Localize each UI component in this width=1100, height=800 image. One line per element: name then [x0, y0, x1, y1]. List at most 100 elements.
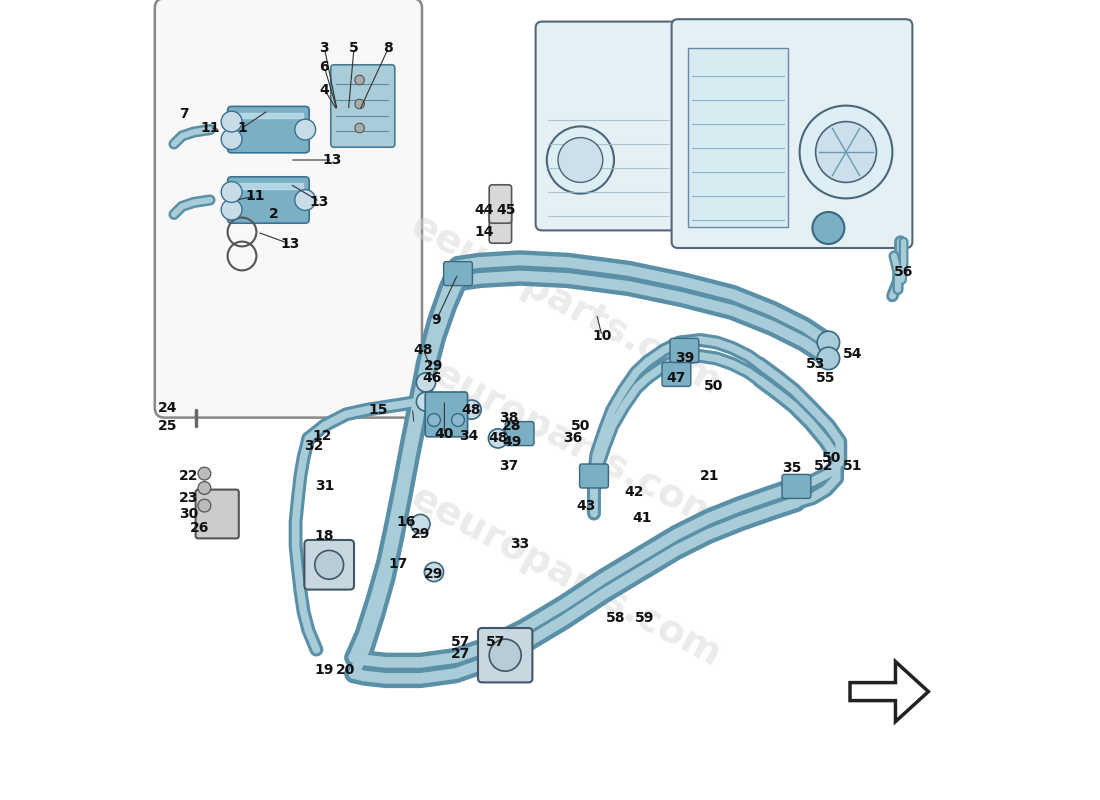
FancyBboxPatch shape: [196, 490, 239, 538]
Text: 43: 43: [576, 498, 596, 513]
Text: 46: 46: [422, 370, 441, 385]
Text: 59: 59: [635, 610, 654, 625]
FancyBboxPatch shape: [331, 65, 395, 147]
Circle shape: [488, 429, 507, 448]
Text: 15: 15: [368, 402, 387, 417]
Circle shape: [315, 550, 343, 579]
Circle shape: [813, 212, 845, 244]
Text: 20: 20: [337, 663, 355, 678]
Circle shape: [295, 119, 316, 140]
Text: 55: 55: [816, 370, 836, 385]
Text: 35: 35: [782, 461, 801, 475]
Text: 32: 32: [305, 439, 323, 454]
Circle shape: [417, 392, 436, 411]
Text: eeuroparts.com: eeuroparts.com: [405, 478, 728, 674]
Text: 33: 33: [510, 537, 529, 551]
Circle shape: [490, 639, 521, 671]
Text: 2: 2: [270, 207, 279, 222]
Text: 48: 48: [414, 343, 433, 358]
Text: 19: 19: [315, 663, 334, 678]
Text: 54: 54: [843, 346, 862, 361]
Text: 12: 12: [312, 429, 332, 443]
Circle shape: [417, 373, 436, 392]
FancyBboxPatch shape: [490, 205, 512, 243]
Text: 34: 34: [459, 429, 478, 443]
Text: 40: 40: [434, 426, 454, 441]
Circle shape: [355, 99, 364, 109]
Text: 36: 36: [563, 431, 582, 446]
Text: 11: 11: [246, 189, 265, 203]
Circle shape: [198, 499, 211, 512]
FancyBboxPatch shape: [782, 474, 811, 498]
Circle shape: [355, 123, 364, 133]
Polygon shape: [850, 662, 928, 722]
FancyBboxPatch shape: [478, 628, 532, 682]
Text: 18: 18: [315, 529, 334, 543]
Text: 45: 45: [496, 202, 516, 217]
Text: 24: 24: [158, 401, 177, 415]
Text: eeuroparts.com: eeuroparts.com: [405, 206, 728, 402]
Circle shape: [221, 129, 242, 150]
Circle shape: [452, 414, 464, 426]
Text: 8: 8: [384, 41, 394, 55]
Text: 21: 21: [701, 469, 719, 483]
Circle shape: [221, 111, 242, 132]
Circle shape: [198, 467, 211, 480]
Text: 44: 44: [475, 202, 494, 217]
Text: 31: 31: [315, 479, 334, 494]
Circle shape: [800, 106, 892, 198]
Text: 56: 56: [894, 265, 913, 279]
Circle shape: [817, 347, 839, 370]
FancyBboxPatch shape: [505, 422, 534, 446]
Text: 1: 1: [238, 121, 246, 135]
Text: 10: 10: [592, 329, 612, 343]
Text: 27: 27: [451, 647, 470, 662]
FancyBboxPatch shape: [672, 19, 912, 248]
Circle shape: [558, 138, 603, 182]
FancyBboxPatch shape: [155, 0, 422, 418]
Circle shape: [355, 75, 364, 85]
FancyBboxPatch shape: [536, 22, 681, 230]
Text: 51: 51: [843, 458, 862, 473]
Text: 47: 47: [667, 370, 686, 385]
FancyBboxPatch shape: [689, 48, 788, 227]
Text: 58: 58: [606, 610, 625, 625]
Circle shape: [428, 414, 440, 426]
Text: 28: 28: [502, 418, 521, 433]
Text: 13: 13: [322, 153, 342, 167]
Text: 48: 48: [488, 431, 508, 446]
FancyBboxPatch shape: [228, 177, 309, 223]
Circle shape: [547, 126, 614, 194]
Circle shape: [295, 190, 316, 210]
Text: 48: 48: [462, 402, 482, 417]
Text: 16: 16: [396, 514, 416, 529]
Text: 39: 39: [674, 351, 694, 366]
Text: 14: 14: [475, 225, 494, 239]
Text: 50: 50: [571, 418, 590, 433]
FancyBboxPatch shape: [490, 185, 512, 223]
FancyBboxPatch shape: [670, 338, 698, 362]
Text: 38: 38: [498, 410, 518, 425]
Circle shape: [221, 199, 242, 220]
Text: 5: 5: [349, 41, 359, 55]
Circle shape: [817, 331, 839, 354]
Text: 29: 29: [425, 567, 443, 582]
Text: 50: 50: [822, 450, 842, 465]
Text: 29: 29: [410, 527, 430, 542]
Text: 37: 37: [498, 458, 518, 473]
FancyBboxPatch shape: [426, 392, 467, 437]
Text: eeuroparts.com: eeuroparts.com: [405, 342, 728, 538]
Text: 25: 25: [158, 418, 177, 433]
Text: 29: 29: [425, 358, 443, 373]
Circle shape: [410, 514, 430, 534]
FancyBboxPatch shape: [580, 464, 608, 488]
Text: 3: 3: [320, 41, 329, 55]
Text: 13: 13: [310, 194, 329, 209]
Text: 57: 57: [486, 634, 505, 649]
Circle shape: [462, 400, 481, 419]
Text: 49: 49: [502, 434, 521, 449]
Circle shape: [425, 562, 443, 582]
Text: 13: 13: [280, 237, 299, 251]
Text: 11: 11: [200, 121, 220, 135]
FancyBboxPatch shape: [662, 362, 691, 386]
